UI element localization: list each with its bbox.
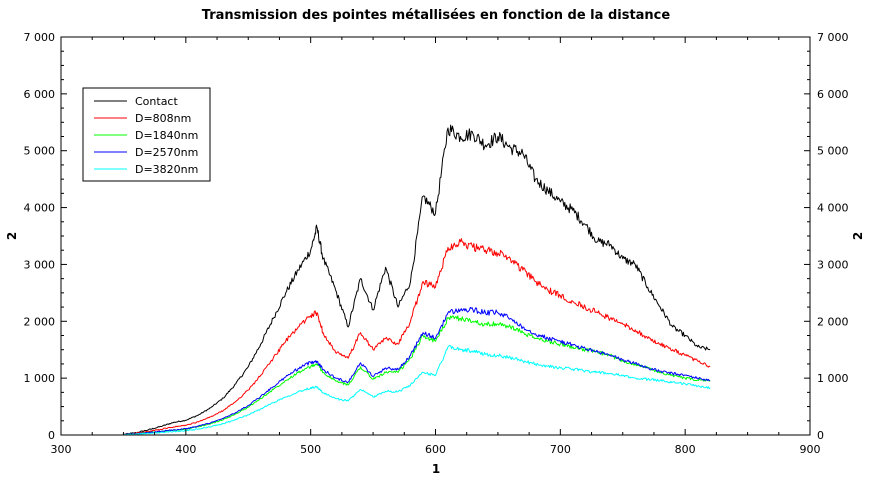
legend-label: D=1840nm	[135, 129, 198, 142]
legend-label: D=808nm	[135, 112, 191, 125]
x-tick-label: 900	[800, 443, 821, 456]
y-axis-title-right: 2	[851, 232, 865, 240]
legend: Contact D=808nm D=1840nm D=2570nm D=3820nm	[82, 87, 211, 182]
y-tick-label-left: 2 000	[24, 315, 56, 328]
series-line-1	[123, 124, 711, 435]
x-tick-label: 600	[425, 443, 446, 456]
series-line-5	[123, 344, 711, 436]
chart-title: Transmission des pointes métallisées en …	[202, 8, 671, 23]
y-tick-label-right: 2 000	[817, 315, 849, 328]
y-tick-label-right: 0	[817, 429, 824, 442]
plot-layer	[123, 124, 711, 436]
series-line-4	[123, 306, 711, 436]
legend-label: Contact	[135, 95, 178, 108]
series-line-2	[123, 238, 711, 436]
y-tick-label-right: 1 000	[817, 372, 849, 385]
y-tick-label-left: 0	[48, 429, 55, 442]
y-tick-label-left: 5 000	[24, 145, 56, 158]
y-tick-label-left: 7 000	[24, 31, 56, 44]
x-tick-label: 500	[300, 443, 321, 456]
y-tick-label-right: 3 000	[817, 258, 849, 271]
x-tick-label: 700	[550, 443, 571, 456]
y-tick-label-right: 7 000	[817, 31, 849, 44]
y-tick-label-right: 4 000	[817, 202, 849, 215]
x-tick-label: 400	[175, 443, 196, 456]
x-tick-label: 300	[51, 443, 72, 456]
x-axis-title: 1	[432, 462, 440, 476]
y-tick-label-left: 6 000	[24, 88, 56, 101]
y-tick-label-left: 3 000	[24, 258, 56, 271]
legend-label: D=2570nm	[135, 146, 198, 159]
legend-label: D=3820nm	[135, 163, 198, 176]
y-tick-label-right: 6 000	[817, 88, 849, 101]
y-tick-label-left: 1 000	[24, 372, 56, 385]
y-tick-label-right: 5 000	[817, 145, 849, 158]
y-tick-label-left: 4 000	[24, 202, 56, 215]
y-axis-title-left: 2	[5, 232, 19, 240]
x-tick-label: 800	[675, 443, 696, 456]
